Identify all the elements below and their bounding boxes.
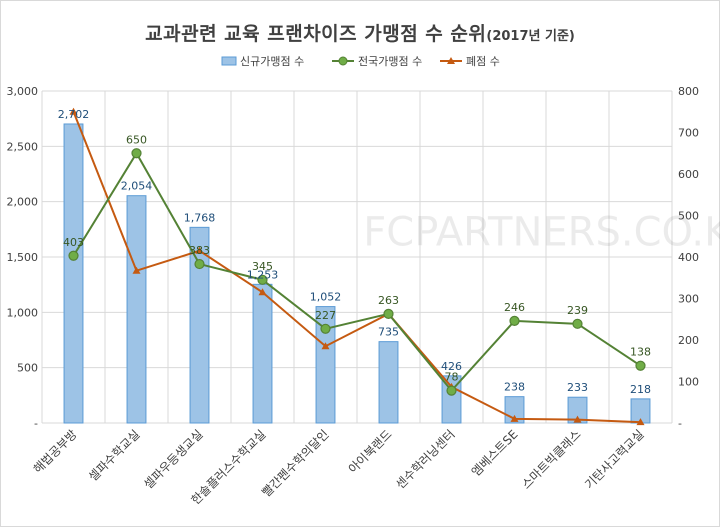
y-right-tick-label: 600 (678, 168, 699, 181)
x-category-label: 스마트빅클래스 (519, 427, 584, 492)
bar-data-label: 1,052 (310, 291, 342, 304)
total-marker (509, 315, 520, 327)
total-marker (257, 274, 268, 285)
bar (189, 226, 210, 424)
y-left-tick-label: 500 (17, 362, 38, 375)
closed-marker (636, 418, 645, 426)
chart-title: 교과관련 교육 프랜차이즈 가맹점 수 순위(2017년 기준) (0, 19, 720, 46)
total-data-label: 246 (504, 301, 525, 314)
total-data-label: 345 (252, 260, 273, 273)
axes: - 500 1,000 1,500 2,000 2,500 3,000 - 100 200 300 4… (7, 85, 700, 507)
x-category-label: 기탄사고력교실 (582, 427, 647, 492)
closed-marker (132, 266, 141, 274)
total-marker (68, 250, 79, 261)
bar-data-label: 426 (441, 360, 462, 373)
y-left-tick-label: 1,500 (7, 251, 39, 264)
closed-marker (195, 246, 204, 254)
x-category-label: 엠베스트SE (469, 427, 521, 479)
closed-marker (510, 414, 519, 422)
data-labels: 2,702 2,054 1,768 1,253 1,052 735 426 238 233 218… (58, 108, 651, 396)
x-category-label: 셀파우등생교실 (141, 427, 206, 492)
bar-data-label: 1,768 (184, 211, 216, 224)
total-marker (131, 148, 142, 159)
legend: 신규가맹점 수 전국가맹점 수 폐점 수 (221, 55, 500, 68)
y-right-tick-label: 500 (678, 210, 699, 223)
y-right-tick-label: 200 (678, 334, 699, 347)
total-marker (572, 318, 583, 329)
total-marker (320, 323, 331, 334)
bar (63, 123, 84, 424)
legend-swatch-marker (338, 56, 348, 66)
chart-title-main: 교과관련 교육 프랜차이즈 가맹점 수 순위 (145, 23, 487, 45)
legend-swatch-marker (447, 57, 455, 64)
y-right-tick-label: 800 (678, 85, 699, 98)
bar (441, 375, 462, 424)
total-data-label: 239 (567, 304, 588, 317)
closed-marker (321, 342, 330, 350)
total-data-label: 263 (378, 294, 399, 307)
y-left-tick-label: 3,000 (7, 85, 39, 98)
total-data-label: 78 (445, 371, 459, 384)
legend-label: 폐점 수 (466, 55, 500, 68)
x-category-label: 셀파수학교실 (86, 427, 143, 484)
bar-data-label: 2,054 (121, 180, 153, 193)
total-data-label: 403 (63, 236, 84, 249)
x-category-label: 아이북랜드 (346, 427, 395, 476)
closed-marker (69, 107, 78, 115)
y-left-tick-label: 2,000 (7, 196, 39, 209)
bar-data-label: 218 (630, 383, 651, 396)
x-category-label: 빨간펜수학의달인 (259, 427, 331, 499)
y-right-tick-label: 400 (678, 251, 699, 264)
bar (378, 341, 399, 424)
gridlines (41, 90, 673, 424)
y-left-tick-label: 1,000 (7, 306, 39, 319)
bar-data-label: 735 (378, 326, 399, 339)
x-category-label: 해법공부방 (31, 427, 80, 476)
bar-data-label: 1,253 (247, 268, 279, 281)
total-line (72, 151, 642, 393)
closed-marker (258, 288, 267, 296)
x-category-label: 센수학러닝센터 (393, 427, 458, 492)
bar-series (63, 123, 651, 424)
line-series (68, 107, 646, 426)
bar-data-label: 238 (504, 381, 525, 394)
closed-marker (573, 415, 582, 423)
total-data-label: 650 (126, 133, 147, 146)
y-right-tick-label: - (678, 417, 682, 430)
total-data-label: 138 (630, 346, 651, 359)
y-left-tick-label: 2,500 (7, 140, 39, 153)
total-marker (635, 360, 646, 371)
bar-data-label: 233 (567, 381, 588, 394)
legend-label: 전국가맹점 수 (358, 55, 422, 68)
bar-data-label: 2,702 (58, 108, 90, 121)
legend-label: 신규가맹점 수 (240, 55, 304, 68)
total-data-label: 383 (189, 244, 210, 257)
total-marker (446, 385, 457, 396)
total-marker (194, 258, 205, 270)
bar (126, 195, 147, 424)
bar (315, 306, 336, 424)
y-left-tick-label: - (34, 417, 38, 430)
total-marker (383, 308, 394, 319)
y-right-tick-label: 300 (678, 293, 699, 306)
bar (252, 283, 273, 424)
y-right-tick-label: 100 (678, 376, 699, 389)
chart-title-sub: (2017년 기준) (486, 29, 575, 44)
y-right-tick-label: 700 (678, 127, 699, 140)
bar (567, 396, 588, 424)
legend-swatch-bar (221, 56, 237, 66)
watermark: FCPARTNERS.CO.KR (363, 210, 720, 256)
total-data-label: 227 (315, 309, 336, 322)
closed-line (72, 111, 641, 424)
